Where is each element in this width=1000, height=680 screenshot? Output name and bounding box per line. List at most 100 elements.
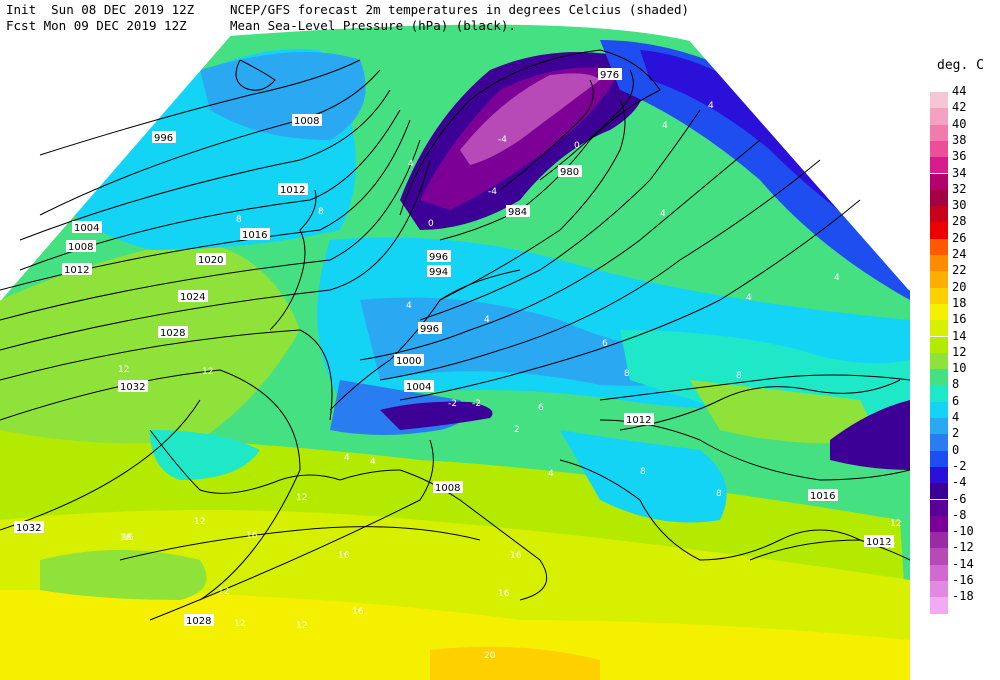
legend-swatch (930, 255, 948, 272)
legend-entry: 22 (930, 263, 1000, 288)
temp-label: 4 (708, 101, 714, 111)
temp-label: 16 (338, 551, 350, 561)
temp-label: 12 (890, 519, 901, 529)
legend-label: 32 (952, 181, 967, 196)
isobar-label: 1016 (810, 491, 835, 502)
legend-entry: 42 (930, 100, 1000, 125)
legend-label: 34 (952, 165, 967, 180)
legend-entry: 20 (930, 280, 1000, 304)
temp-label: 12 (884, 541, 895, 551)
temp-label: 4 (370, 457, 376, 467)
legend-entry: 0 (930, 443, 1000, 467)
isobar-label: 984 (508, 207, 527, 218)
legend-entry: -6 (930, 492, 1000, 516)
legend-entry: -8 (930, 508, 1000, 533)
legend-label: 2 (952, 426, 960, 441)
legend-entry: 6 (930, 394, 1000, 418)
temp-label: 6 (602, 339, 608, 349)
temp-label: 4 (406, 301, 412, 311)
temp-label: 4 (746, 293, 752, 303)
legend-label: 22 (952, 263, 967, 278)
legend-label: -14 (952, 556, 974, 571)
isobar-label: 1032 (120, 382, 145, 393)
temp-label: 4 (834, 273, 840, 283)
legend-entry: 44 (930, 84, 1000, 109)
legend-entry: 26 (930, 231, 1000, 255)
legend-entry: 8 (930, 377, 1000, 402)
legend-label: 44 (952, 84, 967, 98)
legend-label: 16 (952, 312, 967, 327)
subtitle-line: Mean Sea-Level Pressure (hPa) (black). (230, 18, 516, 33)
temp-label: 4 (548, 469, 554, 479)
init-line: Init Sun 08 DEC 2019 12Z (6, 2, 195, 17)
isobar-label: 1012 (866, 537, 891, 548)
legend-entry: 30 (930, 198, 1000, 223)
isobar-label: 1012 (280, 185, 305, 196)
legend-entry: -18 (930, 589, 1000, 614)
temp-label: 8 (640, 467, 646, 477)
legend-entry: -16 (930, 573, 1000, 598)
legend-swatch (930, 108, 948, 125)
temp-label: 8 (236, 215, 242, 225)
legend-label: 6 (952, 393, 960, 408)
temp-label: -2 (448, 399, 457, 409)
isobar-label: 1004 (406, 382, 431, 393)
legend-label: 10 (952, 361, 967, 376)
temperature-labels: 12 12 12 12 16 16 12 16 16 12 12 16 8 8 … (118, 101, 901, 661)
legend-label: -6 (952, 491, 967, 506)
legend-entry: 12 (930, 345, 1000, 370)
temp-label: 12 (118, 365, 129, 375)
legend-entry: 28 (930, 214, 1000, 239)
legend-swatch (930, 303, 948, 321)
temp-label: 12 (194, 517, 205, 527)
legend-label: 4 (952, 410, 960, 424)
temp-label: 16 (510, 551, 522, 561)
isobar-label: 1028 (160, 328, 185, 339)
legend-label: 40 (952, 116, 967, 131)
isobar-label: 1020 (198, 255, 223, 266)
legend-swatch (930, 548, 948, 565)
temp-label: 4 (660, 209, 666, 219)
temp-label: 16 (120, 533, 132, 543)
legend-entry: -10 (930, 524, 1000, 549)
legend-swatch (930, 287, 948, 304)
temp-label: 6 (538, 403, 544, 413)
legend-swatch (930, 173, 948, 190)
legend-swatch (930, 336, 948, 353)
legend-entry: -12 (930, 540, 1000, 565)
isobar-label: 1008 (68, 242, 93, 253)
legend-title: deg. C (937, 58, 984, 73)
legend-swatch (930, 418, 948, 435)
temp-label: 20 (484, 651, 496, 661)
legend-label: 0 (952, 442, 960, 457)
legend-label: 36 (952, 149, 967, 164)
legend-swatch (930, 385, 948, 402)
legend-label: 26 (952, 230, 967, 245)
legend-entry: 10 (930, 361, 1000, 386)
legend-swatch (930, 124, 948, 141)
legend-swatch (930, 532, 948, 549)
legend-swatch (930, 352, 948, 370)
isobar-label: 1008 (435, 483, 460, 494)
isobar-label: 1032 (16, 523, 41, 534)
legend-label: 20 (952, 279, 967, 294)
legend-label: 12 (952, 344, 967, 359)
temp-label: -2 (472, 399, 481, 409)
legend-swatch (930, 140, 948, 158)
legend-swatch (930, 238, 948, 255)
legend-swatch (930, 369, 948, 386)
legend-label: -12 (952, 540, 974, 555)
legend-swatch (930, 206, 948, 223)
header-right: NCEP/GFS forecast 2m temperatures in deg… (230, 2, 689, 34)
legend-entry: 32 (930, 182, 1000, 207)
isobar-label: 1024 (180, 292, 205, 303)
temp-label: 4 (484, 315, 490, 325)
isobar-label: 1012 (626, 415, 651, 426)
legend-swatch (930, 320, 948, 337)
legend-swatch (930, 92, 948, 109)
isobar-label: 1012 (64, 265, 89, 276)
isobar-label: 1016 (242, 230, 267, 241)
temp-label: 12 (296, 621, 307, 631)
temp-label: 8 (716, 489, 722, 499)
